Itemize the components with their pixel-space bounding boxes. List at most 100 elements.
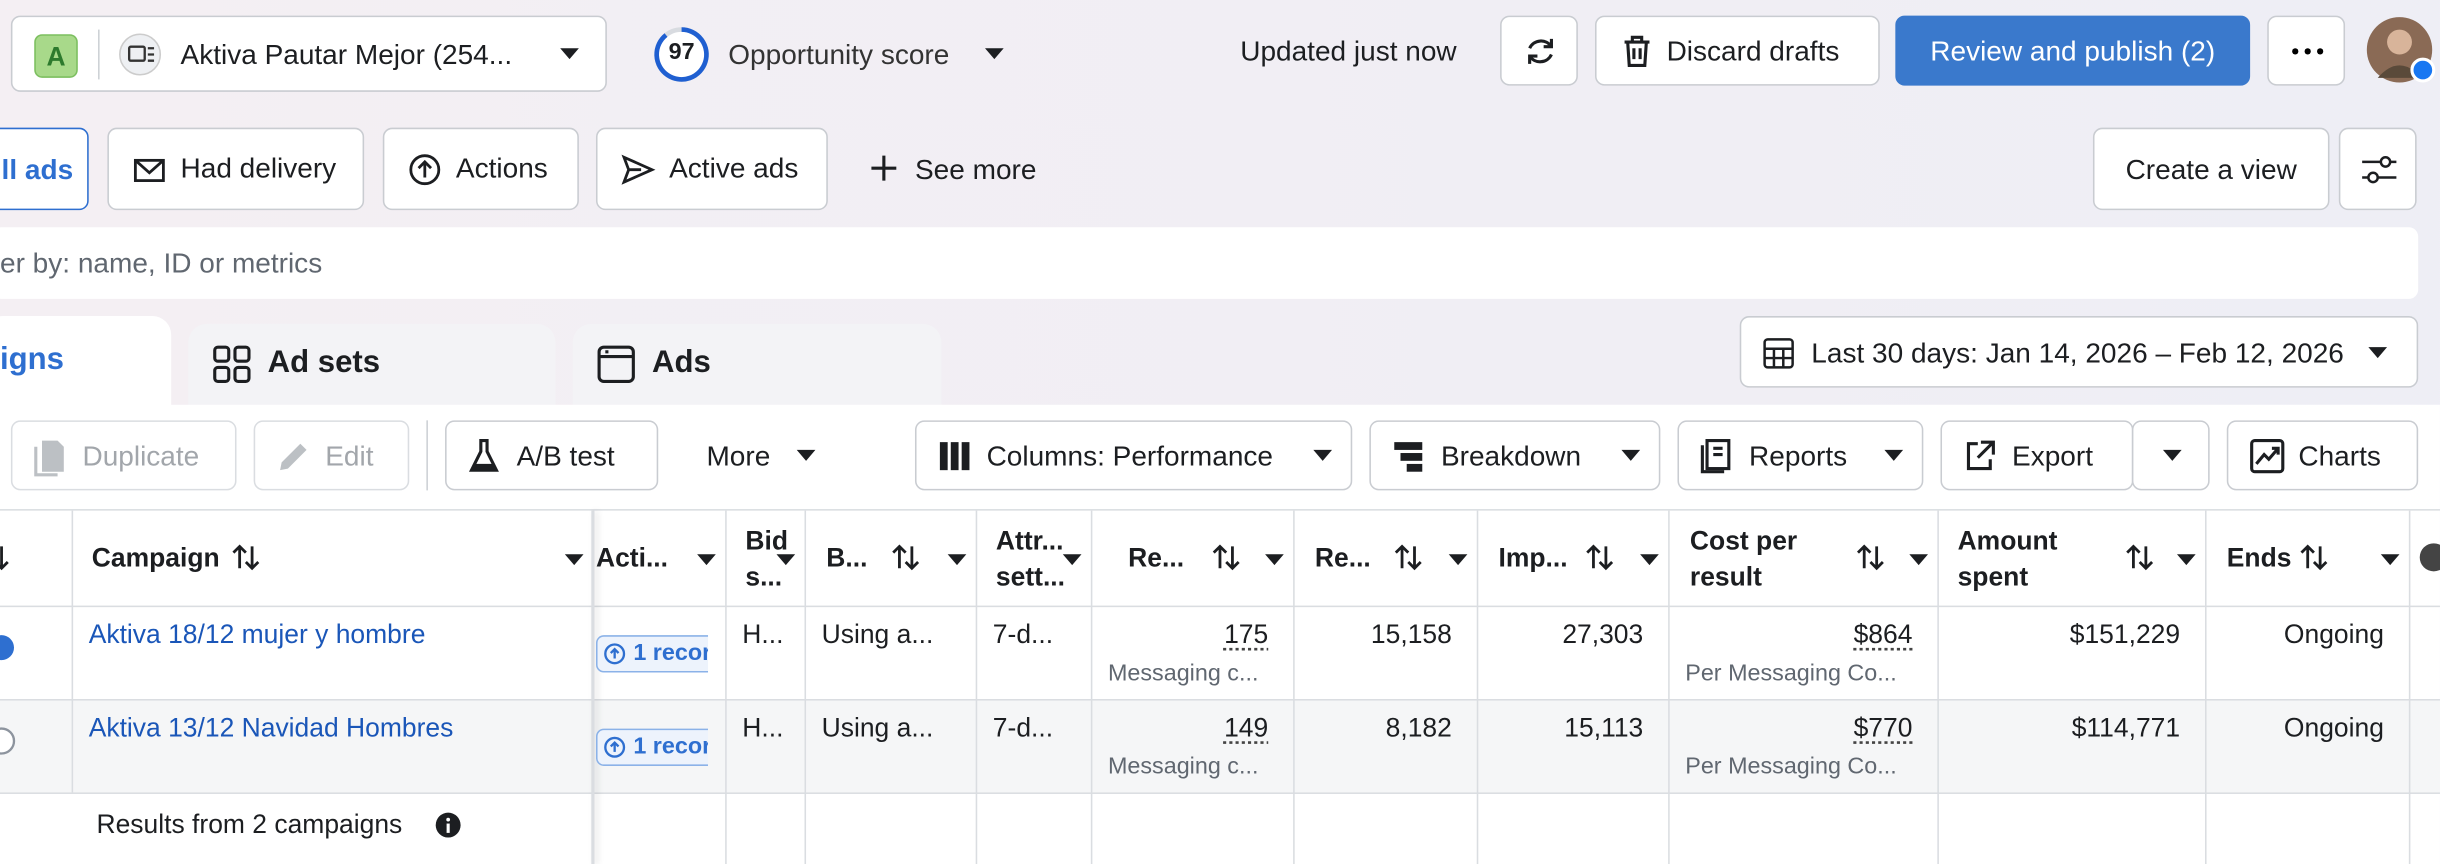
toolbar-icon	[1700, 439, 1731, 474]
caret-icon	[776, 554, 796, 566]
caret-icon	[796, 449, 816, 461]
toolbar-icon	[1394, 442, 1423, 472]
adsets-icon	[213, 345, 251, 383]
campaign-link[interactable]: Aktiva 18/12 mujer y hombre	[88, 619, 426, 650]
filter-icon	[133, 158, 165, 182]
sort-icon	[2126, 544, 2154, 571]
column-header[interactable]: Bid s...	[745, 526, 788, 592]
table: Campaign Acti... Bid s... B... Attr... sett.…	[0, 509, 2440, 864]
row-divider	[0, 792, 2440, 794]
col-divider	[1476, 510, 1479, 864]
badge-clip: 1 recor	[595, 725, 709, 769]
badge-icon	[604, 643, 626, 665]
filter-tab[interactable]: Had delivery	[107, 127, 365, 211]
toolbar-label: Duplicate	[82, 440, 200, 472]
review-publish-button[interactable]: Review and publish (2)	[1895, 15, 2251, 86]
caret-icon	[2380, 554, 2400, 566]
sort-icon	[0, 546, 9, 571]
column-header[interactable]: Attr... sett...	[995, 526, 1066, 592]
toolbar-button[interactable]: Reports	[1677, 420, 1924, 491]
level-tab-label: igns	[0, 342, 64, 377]
filter-icon	[409, 154, 441, 186]
column-header[interactable]: Imp...	[1498, 543, 1568, 573]
create-view-button[interactable]: Create a view	[2092, 127, 2330, 211]
cell-budget: Using a...	[821, 713, 934, 743]
account-selector[interactable]: A Aktiva Pautar Mejor (254...	[10, 15, 607, 92]
caret-icon	[1909, 554, 1929, 566]
sort-icon	[1586, 544, 1614, 571]
search-placeholder: er by: name, ID or metrics	[0, 247, 323, 279]
column-header[interactable]: Re...	[1128, 543, 1185, 573]
discard-drafts-button[interactable]: Discard drafts	[1595, 15, 1880, 86]
campaign-link[interactable]: Aktiva 13/12 Navidad Hombres	[88, 713, 454, 743]
export-menu-button[interactable]	[2131, 420, 2210, 491]
filter-tab[interactable]: Actions	[382, 127, 579, 211]
column-header[interactable]: B...	[826, 543, 868, 573]
column-header[interactable]: Amount spent	[1957, 526, 2058, 592]
cell-bid: H...	[742, 619, 784, 650]
cell-ends: Ongoing	[2283, 619, 2384, 650]
toolbar-divider	[426, 420, 428, 491]
level-tab-label: Ad sets	[267, 345, 381, 380]
toolbar-button[interactable]: Export	[1940, 420, 2134, 491]
col-divider	[975, 510, 978, 864]
toolbar-button[interactable]: Charts	[2226, 420, 2419, 491]
cell-results: 149	[1224, 713, 1269, 743]
row-select	[0, 635, 15, 661]
publish-label: Review and publish (2)	[1930, 35, 2216, 67]
score-value: 97	[668, 38, 695, 66]
score-label[interactable]: Opportunity score	[728, 38, 950, 71]
search-bar[interactable]: er by: name, ID or metrics	[0, 227, 2419, 299]
badge-clip: 1 recor	[595, 632, 709, 676]
cell-reach: 15,158	[1370, 619, 1452, 650]
caret-icon	[1448, 554, 1468, 566]
row-select	[0, 727, 16, 755]
see-more[interactable]: See more	[914, 154, 1037, 186]
toolbar-button[interactable]: Columns: Performance	[914, 420, 1353, 491]
toolbar-icon	[280, 443, 307, 471]
more-menu[interactable]: More	[706, 440, 771, 472]
ads-icon	[597, 345, 635, 383]
column-header[interactable]: Ends	[2226, 543, 2292, 573]
view-settings-button[interactable]	[2338, 127, 2417, 211]
toolbar-icon	[468, 439, 499, 472]
account-initial: A	[34, 34, 78, 78]
column-header[interactable]: Re...	[1314, 543, 1371, 573]
cell-results-type: Messaging c...	[1107, 753, 1259, 780]
table-footer: Results from 2 campaigns	[96, 809, 403, 840]
column-header[interactable]: Campaign	[91, 543, 220, 573]
toolbar-icon	[2250, 439, 2285, 474]
toolbar-button[interactable]: A/B test	[445, 420, 659, 491]
cell-cost-type: Per Messaging Co...	[1685, 753, 1897, 780]
cell-cost: $864	[1853, 619, 1913, 650]
filter-tab[interactable]: Active ads	[595, 127, 828, 211]
toolbar-icon	[34, 440, 64, 477]
level-tab[interactable]: Ads	[572, 323, 942, 405]
level-tab[interactable]: Ad sets	[188, 323, 556, 405]
sort-icon	[1212, 544, 1240, 571]
avatar	[2366, 17, 2436, 83]
sort-icon	[232, 544, 260, 571]
refresh-button[interactable]	[1500, 15, 1578, 86]
cell-budget: Using a...	[821, 619, 934, 650]
date-range-button[interactable]: Last 30 days: Jan 14, 2026 – Feb 12, 202…	[1739, 316, 2419, 388]
col-divider	[804, 510, 807, 864]
column-header[interactable]: Acti...	[595, 543, 669, 573]
toolbar-button[interactable]: Edit	[253, 420, 410, 491]
toolbar-button[interactable]: Duplicate	[10, 420, 237, 491]
filter-tab[interactable]: ll ads	[0, 127, 89, 211]
cell-reach: 8,182	[1385, 713, 1452, 743]
badge-label: 1 recor	[633, 639, 709, 667]
toolbar-label: Breakdown	[1440, 440, 1582, 472]
badge-icon	[604, 736, 626, 758]
sliders-icon	[2362, 155, 2397, 184]
caret-icon	[560, 48, 579, 60]
toolbar-button[interactable]: Breakdown	[1369, 420, 1661, 491]
column-header[interactable]: Cost per result	[1689, 526, 1798, 592]
level-tab[interactable]: igns	[0, 316, 172, 410]
sort-icon	[1856, 544, 1884, 571]
divider	[98, 29, 100, 80]
more-button[interactable]	[2267, 15, 2346, 86]
caret-icon	[2176, 554, 2196, 566]
col-divider	[1668, 510, 1670, 864]
